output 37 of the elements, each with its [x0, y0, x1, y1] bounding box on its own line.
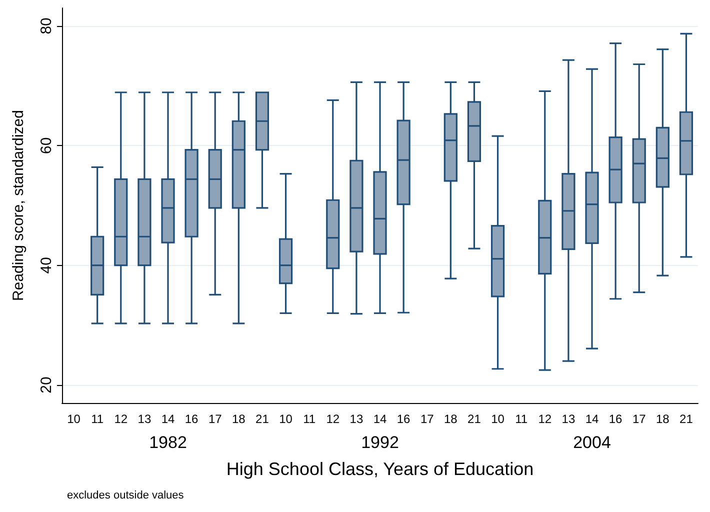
x-tick-label: 21 — [256, 412, 270, 426]
x-tick-label: 12 — [114, 412, 128, 426]
x-tick-label: 18 — [232, 412, 246, 426]
x-tick-label: 11 — [303, 412, 316, 426]
x-tick-label: 13 — [562, 412, 576, 426]
x-tick-label: 17 — [632, 412, 646, 426]
y-tick-label: 20 — [38, 376, 55, 394]
x-tick-label: 11 — [515, 412, 528, 426]
x-tick-label: 10 — [491, 412, 505, 426]
x-tick-label: 12 — [326, 412, 340, 426]
x-tick-label: 11 — [91, 412, 104, 426]
y-axis-title: Reading score, standardized — [10, 110, 27, 301]
x-tick-label: 14 — [161, 412, 175, 426]
x-tick-label: 21 — [680, 412, 694, 426]
text: 1982 — [149, 433, 187, 452]
text: excludes outside values — [67, 490, 184, 502]
x-tick-label: 10 — [279, 412, 293, 426]
text: 2004 — [573, 433, 611, 452]
x-tick-label: 13 — [350, 412, 364, 426]
x-tick-label: 18 — [444, 412, 458, 426]
x-tick-label: 12 — [538, 412, 552, 426]
x-tick-label: 16 — [608, 412, 623, 426]
x-tick-label: 17 — [420, 412, 434, 426]
y-tick-label: 60 — [38, 137, 55, 154]
x-tick-label: 16 — [184, 412, 199, 426]
x-tick-label: 18 — [656, 412, 670, 426]
y-tick-label: 40 — [38, 257, 55, 274]
x-tick-label: 13 — [138, 412, 152, 426]
x-tick-label: 17 — [208, 412, 222, 426]
y-tick-label: 80 — [38, 18, 55, 34]
x-tick-label: 16 — [396, 412, 411, 426]
text: 1992 — [361, 433, 399, 452]
x-axis-title: High School Class, Years of Education — [226, 459, 534, 479]
x-tick-label: 10 — [67, 412, 81, 426]
x-tick-label: 14 — [585, 412, 599, 426]
x-tick-label: 21 — [468, 412, 482, 426]
x-tick-label: 14 — [373, 412, 387, 426]
